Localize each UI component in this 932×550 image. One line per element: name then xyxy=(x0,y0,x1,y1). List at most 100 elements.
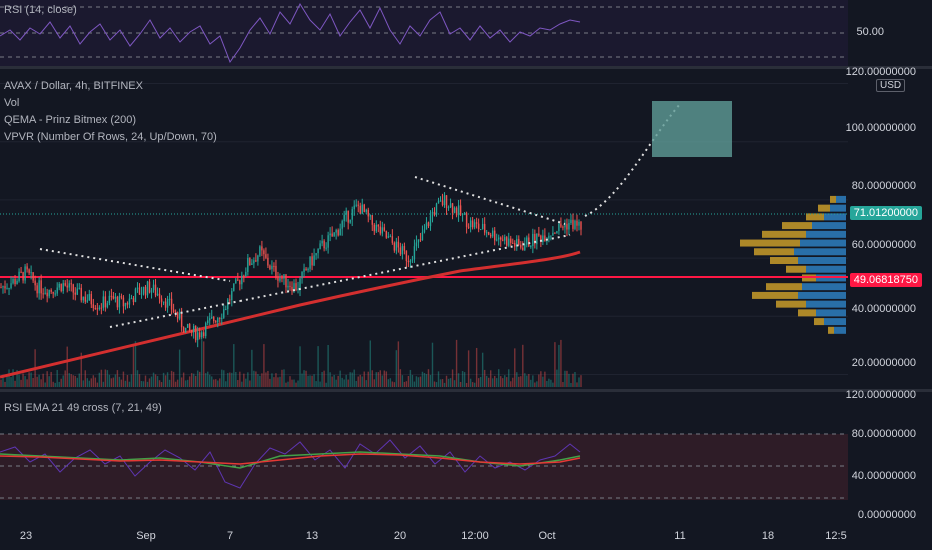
volume-bar xyxy=(170,370,173,387)
candle-body xyxy=(225,309,227,311)
candle-body xyxy=(447,207,450,209)
candle-body xyxy=(32,272,34,281)
volume-bar xyxy=(321,371,323,387)
time-axis-label: 13 xyxy=(305,530,319,542)
candle-body xyxy=(293,283,295,292)
candle-body xyxy=(393,242,396,251)
volume-bar xyxy=(566,370,568,387)
pane-separator-bottom[interactable] xyxy=(0,389,932,392)
candle-body xyxy=(534,233,536,245)
volume-bar xyxy=(457,373,460,387)
candle-body xyxy=(343,214,345,222)
vpvr-up-bar xyxy=(806,230,846,238)
volume-bar xyxy=(211,376,213,387)
volume-bar xyxy=(371,370,373,387)
candle-body xyxy=(287,285,289,288)
candle-body xyxy=(150,290,153,293)
volume-bar xyxy=(16,370,18,387)
currency-badge[interactable]: USD xyxy=(876,79,906,92)
candle-body xyxy=(309,256,311,269)
candle-body xyxy=(572,219,574,229)
candle-body xyxy=(538,233,540,236)
candle-body xyxy=(211,317,213,319)
volume-bar xyxy=(481,352,484,387)
candle-body xyxy=(469,220,472,228)
volume-bar xyxy=(289,376,291,387)
volume-bar xyxy=(333,374,335,387)
volume-bar xyxy=(578,377,580,387)
volume-bar xyxy=(200,340,203,387)
candle-body xyxy=(192,326,195,333)
volume-bar xyxy=(423,372,426,387)
volume-bar xyxy=(417,377,420,387)
volume-bar xyxy=(190,373,193,387)
volume-bar xyxy=(485,375,488,387)
candle-body xyxy=(522,247,524,250)
candle-body xyxy=(162,301,165,303)
candle-body xyxy=(305,268,307,271)
volume-bar xyxy=(295,382,297,387)
candle-body xyxy=(138,287,141,295)
candle-body xyxy=(323,240,325,249)
candle-body xyxy=(142,286,145,294)
candle-body xyxy=(319,243,321,249)
volume-bar xyxy=(393,382,396,387)
volume-bar xyxy=(441,379,444,387)
vpvr-down-bar xyxy=(806,213,824,221)
candle-body xyxy=(281,277,283,279)
volume-bar xyxy=(373,379,375,387)
volume-bar xyxy=(429,374,432,387)
volume-bar xyxy=(120,379,123,387)
candle-body xyxy=(576,220,578,226)
candle-body xyxy=(24,266,26,281)
candle-body xyxy=(237,279,239,281)
volume-bar xyxy=(182,372,185,387)
candle-body xyxy=(257,255,259,262)
volume-bar xyxy=(437,371,440,387)
candle-body xyxy=(22,272,24,281)
candle-body xyxy=(231,290,233,301)
last-price-tag: 71.01200000 xyxy=(849,206,922,220)
volume-bar xyxy=(259,375,261,387)
trendline-upper-1 xyxy=(39,248,231,282)
candle-body xyxy=(152,284,155,291)
volume-bar xyxy=(227,373,229,387)
time-axis-label: 11 xyxy=(674,530,686,542)
candle-body xyxy=(481,223,484,230)
candle-body xyxy=(207,320,209,324)
volume-bar xyxy=(172,371,175,387)
candle-body xyxy=(327,235,329,248)
candle-body xyxy=(485,232,488,234)
candle-body xyxy=(558,223,560,232)
candle-body xyxy=(369,215,371,217)
volume-bar xyxy=(489,370,492,387)
candle-body xyxy=(58,283,60,288)
volume-bar xyxy=(128,381,131,387)
candle-body xyxy=(217,317,219,323)
candle-body xyxy=(196,332,199,341)
volume-bar xyxy=(174,381,177,387)
candle-body xyxy=(128,298,131,305)
volume-bar xyxy=(576,382,578,387)
candle-body xyxy=(223,309,225,318)
volume-bar xyxy=(110,378,113,387)
volume-bar xyxy=(126,375,129,387)
volume-bar xyxy=(544,371,546,387)
time-axis-label: 20 xyxy=(393,530,407,542)
rsi-ema-21 xyxy=(0,451,581,469)
volume-bar xyxy=(355,380,357,387)
volume-bar xyxy=(574,371,576,387)
candle-body xyxy=(126,303,129,305)
volume-bar xyxy=(301,373,303,387)
candle-body xyxy=(10,283,12,289)
pane-separator-top[interactable] xyxy=(0,66,932,69)
volume-bar xyxy=(317,346,319,387)
candle-body xyxy=(425,222,428,230)
volume-bar xyxy=(84,370,86,387)
volume-bar xyxy=(287,381,289,387)
volume-bar xyxy=(319,381,321,387)
volume-bar xyxy=(58,381,60,387)
volume-bar xyxy=(389,378,392,387)
vpvr-up-bar xyxy=(800,239,846,247)
candle-body xyxy=(42,293,44,295)
